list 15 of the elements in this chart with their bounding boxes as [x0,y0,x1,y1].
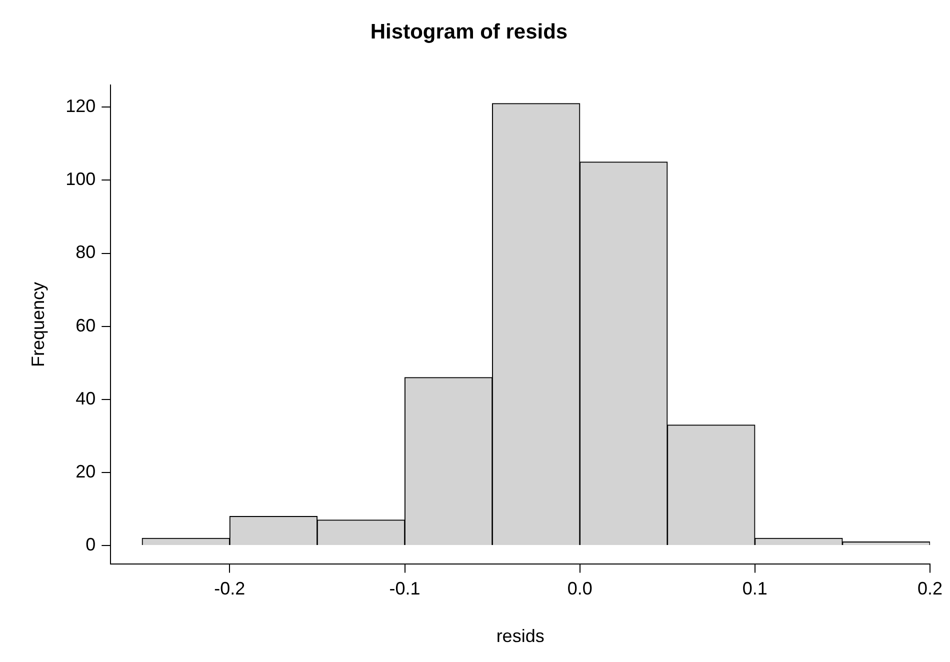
x-tick-label: -0.2 [214,578,246,599]
x-tick-label: 0.1 [742,578,768,599]
y-tick-label: 60 [76,315,96,336]
y-axis-title: Frequency [28,282,48,368]
x-tick-label: -0.1 [389,578,420,599]
y-tick-label: 80 [76,242,96,262]
y-tick-label: 120 [66,96,96,116]
x-axis-title: resids [496,626,544,646]
y-tick-label: 40 [76,388,96,408]
y-tick-label: 100 [66,169,96,190]
y-tick-label: 20 [76,461,96,482]
y-tick-label: 0 [86,534,96,554]
x-tick-label: 0.0 [567,578,592,599]
x-tick-label: 0.2 [917,578,943,599]
chart-title: Histogram of resids [370,20,568,44]
